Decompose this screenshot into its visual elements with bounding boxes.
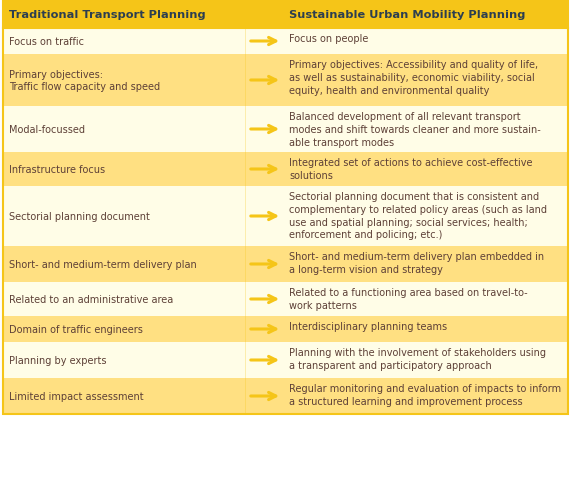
Text: Limited impact assessment: Limited impact assessment (9, 391, 144, 401)
Bar (3, 29, 568, 55)
Text: Short- and medium-term delivery plan: Short- and medium-term delivery plan (9, 260, 197, 269)
Text: Focus on people: Focus on people (289, 34, 368, 44)
Text: Modal-focussed: Modal-focussed (9, 125, 85, 135)
Text: Infrastructure focus: Infrastructure focus (9, 165, 105, 175)
Bar (3, 107, 568, 153)
Text: Regular monitoring and evaluation of impacts to inform
a structured learning and: Regular monitoring and evaluation of imp… (289, 383, 561, 406)
Text: Sectorial planning document: Sectorial planning document (9, 212, 150, 222)
Bar (3, 1, 568, 29)
Text: Balanced development of all relevant transport
modes and shift towards cleaner a: Balanced development of all relevant tra… (289, 112, 541, 147)
Text: Planning with the involvement of stakeholders using
a transparent and participat: Planning with the involvement of stakeho… (289, 347, 546, 370)
Text: Related to a functioning area based on travel-to-
work patterns: Related to a functioning area based on t… (289, 288, 528, 310)
Text: Domain of traffic engineers: Domain of traffic engineers (9, 324, 143, 334)
Text: Primary objectives:
Traffic flow capacity and speed: Primary objectives: Traffic flow capacit… (9, 70, 160, 92)
Text: Primary objectives: Accessibility and quality of life,
as well as sustainability: Primary objectives: Accessibility and qu… (289, 60, 538, 96)
Bar (3, 55, 568, 107)
Text: Planning by experts: Planning by experts (9, 355, 107, 365)
Text: Interdisciplinary planning teams: Interdisciplinary planning teams (289, 321, 447, 331)
Text: Integrated set of actions to achieve cost-effective
solutions: Integrated set of actions to achieve cos… (289, 157, 533, 180)
Text: Related to an administrative area: Related to an administrative area (9, 294, 173, 304)
Text: Sectorial planning document that is consistent and
complementary to related poli: Sectorial planning document that is cons… (289, 192, 547, 240)
Text: Short- and medium-term delivery plan embedded in
a long-term vision and strategy: Short- and medium-term delivery plan emb… (289, 252, 544, 274)
Bar (3, 153, 568, 187)
Bar (3, 378, 568, 414)
Text: Sustainable Urban Mobility Planning: Sustainable Urban Mobility Planning (289, 10, 525, 20)
Bar (3, 282, 568, 316)
Bar (3, 247, 568, 282)
Bar (3, 187, 568, 247)
Bar (3, 1, 568, 414)
Bar (3, 316, 568, 342)
Text: Focus on traffic: Focus on traffic (9, 37, 84, 47)
Text: Traditional Transport Planning: Traditional Transport Planning (9, 10, 206, 20)
Bar (3, 342, 568, 378)
